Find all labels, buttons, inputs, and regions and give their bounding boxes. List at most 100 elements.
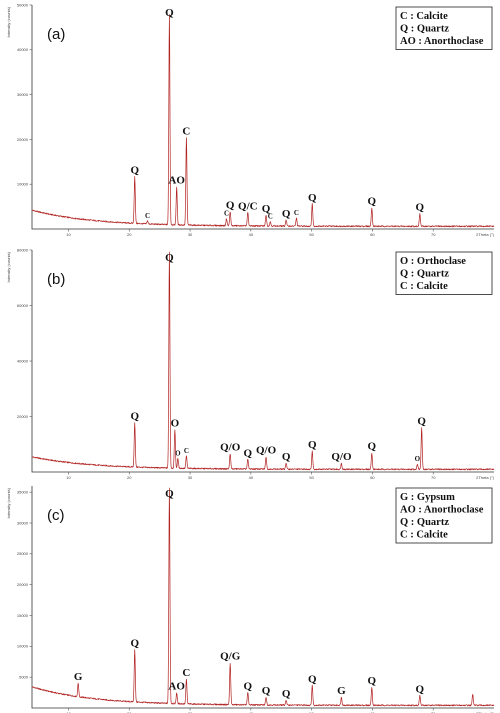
- axes-frame: [31, 486, 494, 709]
- x-tick-label: 20: [127, 232, 132, 237]
- y-tick-label: 25000: [17, 551, 29, 556]
- x-tick-label: 60: [370, 475, 375, 480]
- peak-label: C: [294, 209, 299, 217]
- x-tick-label: 40: [249, 711, 254, 713]
- xrd-panel-b: 10 20 30 40 50 60 70 20000 40000 60000 80000 2Theta…: [6, 247, 495, 480]
- y-axis-label: Intensity (counts): [6, 6, 11, 37]
- peak-label: AO: [168, 175, 185, 187]
- x-tick-label: 30: [188, 711, 193, 713]
- diffraction-pattern-line: [31, 14, 495, 228]
- peak-label: Q: [308, 192, 317, 204]
- diffraction-pattern-line: [31, 251, 495, 471]
- peak-label: Q: [282, 688, 291, 700]
- peak-label: Q: [417, 416, 426, 428]
- panel-label: (c): [47, 507, 65, 524]
- peak-label: C: [224, 209, 229, 217]
- x-tick-label: 50: [309, 711, 314, 713]
- panel-label: (a): [47, 26, 65, 43]
- legend-entry: O : Orthoclase: [400, 256, 466, 267]
- peak-label: Q: [244, 447, 253, 459]
- peak-label: Q: [368, 675, 377, 687]
- legend-entry: AO : Anorthoclase: [400, 36, 484, 47]
- legend-box: [395, 251, 493, 295]
- x-tick-label: 60: [370, 232, 375, 237]
- axes-frame: [31, 5, 494, 230]
- peak-label: Q: [282, 208, 291, 220]
- peak-label: Q: [262, 203, 271, 215]
- peak-label: AO: [168, 681, 185, 693]
- x-tick-label: 50: [309, 232, 314, 237]
- x-tick-label: 10: [66, 711, 71, 713]
- legend-entry: G : Gypsum: [400, 492, 455, 503]
- peak-label: G: [74, 671, 83, 683]
- peak-label: C: [182, 667, 190, 679]
- x-tick-label: 50: [309, 475, 314, 480]
- legend-entry: C : Calcite: [400, 11, 448, 22]
- peak-label: Q: [416, 683, 425, 695]
- y-tick-label: 15000: [17, 613, 29, 618]
- y-tick-label: 30000: [17, 92, 29, 97]
- x-tick-label: 30: [188, 232, 193, 237]
- y-tick-label: 10000: [17, 644, 29, 649]
- x-axis-label: 2Theta (°): [476, 475, 494, 480]
- y-tick-label: 5000: [19, 675, 29, 680]
- peak-label: Q/O: [220, 442, 241, 454]
- y-tick-label: 20000: [17, 414, 29, 419]
- peak-label: O: [175, 449, 181, 457]
- legend-box: [395, 6, 493, 50]
- y-tick-label: 30000: [17, 520, 29, 525]
- x-tick-label: 10: [66, 232, 71, 237]
- y-tick-label: 35000: [17, 490, 29, 495]
- peak-label: Q: [308, 439, 317, 451]
- x-tick-label: 40: [249, 475, 254, 480]
- peak-label: Q: [244, 680, 253, 692]
- peak-label: Q/G: [220, 651, 241, 663]
- x-tick-label: 70: [431, 232, 436, 237]
- x-tick-label: 30: [188, 475, 193, 480]
- y-tick-label: 20000: [17, 582, 29, 587]
- y-tick-label: 40000: [17, 358, 29, 363]
- y-tick-label: 80000: [17, 247, 29, 252]
- y-tick-label: 10000: [17, 182, 29, 187]
- peak-label: Q: [165, 252, 174, 264]
- x-tick-label: 40: [249, 232, 254, 237]
- peak-label: C: [184, 447, 189, 455]
- peak-label: Q: [282, 451, 291, 463]
- peak-label: Q: [416, 202, 425, 214]
- peak-label: Q: [226, 199, 235, 211]
- peak-label: Q/O: [256, 445, 277, 457]
- legend-entry: Q : Quartz: [400, 517, 449, 528]
- legend-entry: Q : Quartz: [400, 269, 449, 280]
- y-tick-label: 50000: [17, 2, 29, 7]
- peak-label: Q: [130, 638, 139, 650]
- y-axis-label: Intensity (counts): [6, 487, 11, 518]
- peak-label: C: [145, 212, 150, 220]
- peak-label: C: [268, 213, 273, 221]
- diffraction-pattern-line: [31, 487, 495, 707]
- peak-label: O: [171, 417, 180, 429]
- x-tick-label: 20: [127, 475, 132, 480]
- xrd-panel-c: 10 20 30 40 50 60 70 5000 10000 15000 20000 25000 30…: [6, 486, 495, 713]
- x-tick-label: 70: [431, 711, 436, 713]
- y-tick-label: 60000: [17, 303, 29, 308]
- peak-label: Q: [130, 164, 139, 176]
- peak-label: Q: [368, 441, 377, 453]
- peak-label: Q/C: [238, 200, 258, 212]
- legend-entry: Q : Quartz: [400, 24, 449, 35]
- x-tick-label: 10: [66, 475, 71, 480]
- peak-label: Q: [262, 685, 271, 697]
- peak-label: Q: [165, 7, 174, 19]
- xrd-panel-a: 10 20 30 40 50 60 70 10000 20000 30000 40000 50000 2…: [6, 2, 495, 237]
- peak-label: Q/O: [331, 451, 352, 463]
- x-tick-label: 70: [431, 475, 436, 480]
- panel-label: (b): [47, 271, 65, 288]
- peak-label: C: [182, 126, 190, 138]
- x-axis-label: 2Theta (°): [476, 711, 494, 713]
- peak-label: G: [337, 685, 346, 697]
- peak-label: Q: [165, 488, 174, 500]
- legend-entry: C : Calcite: [400, 530, 448, 541]
- x-tick-label: 60: [370, 711, 375, 713]
- y-tick-label: 20000: [17, 137, 29, 142]
- peak-label: O: [415, 455, 421, 463]
